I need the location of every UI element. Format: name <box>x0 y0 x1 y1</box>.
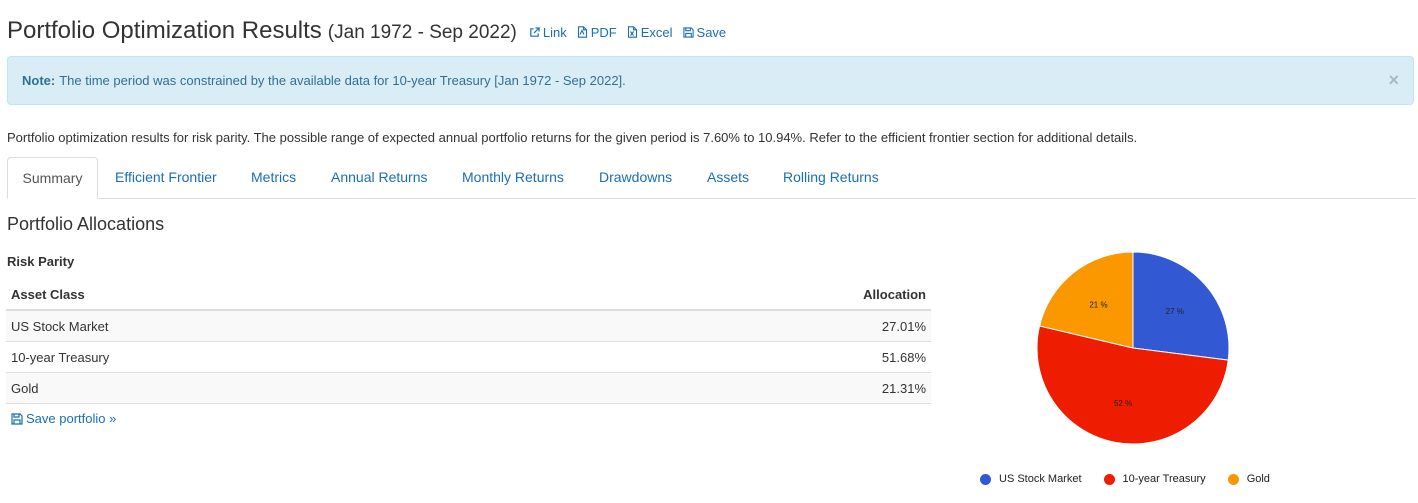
floppy-disk-icon <box>11 412 23 425</box>
pie-slice-label: 27 % <box>1166 307 1184 316</box>
tab-rolling-returns[interactable]: Rolling Returns <box>783 169 879 185</box>
tab-efficient-frontier[interactable]: Efficient Frontier <box>115 169 217 185</box>
legend-item-gold: Gold <box>1227 473 1270 485</box>
asset-name: 10-year Treasury <box>6 341 559 373</box>
portfolio-name: Risk Parity <box>7 254 75 269</box>
tab-drawdowns[interactable]: Drawdowns <box>599 169 673 185</box>
link-label: Link <box>542 25 567 40</box>
legend-item-us-stock: US Stock Market <box>980 473 1082 485</box>
pie-slice-gold[interactable] <box>1038 251 1134 349</box>
excel-file-icon <box>627 26 637 38</box>
legend-label: US Stock Market <box>999 473 1082 485</box>
tab-assets[interactable]: Assets <box>707 169 750 185</box>
pie-slice-us-stock[interactable] <box>1132 251 1230 361</box>
legend-label: Gold <box>1246 473 1270 485</box>
legend-item-treasury: 10-year Treasury <box>1103 473 1206 485</box>
info-alert: Note: The time period was constrained by… <box>7 56 1414 105</box>
save-button[interactable]: Save <box>682 25 727 40</box>
legend-dot-icon <box>980 473 991 485</box>
asset-allocation: 27.01% <box>558 309 931 342</box>
asset-allocation: 51.68% <box>558 341 931 373</box>
column-header-asset-class: Asset Class <box>6 279 559 311</box>
external-link-icon <box>530 27 540 37</box>
pie-slice-label: 52 % <box>1114 399 1132 408</box>
table-row: US Stock Market 27.01% <box>6 309 931 342</box>
pie-slice-treasury[interactable] <box>1036 325 1229 445</box>
asset-allocation: 21.31% <box>558 372 931 404</box>
allocation-pie-chart: 27 % 52 % 21 % <box>1036 251 1230 445</box>
page-title: Portfolio Optimization Results <box>7 17 322 44</box>
save-portfolio-link[interactable]: Save portfolio » <box>11 411 116 426</box>
asset-name: Gold <box>6 372 559 404</box>
legend-dot-icon <box>1103 473 1115 485</box>
page-title-range: (Jan 1972 - Sep 2022) <box>327 22 517 43</box>
column-header-allocation: Allocation <box>558 279 931 311</box>
result-tabs: Summary Efficient Frontier Metrics Annua… <box>7 157 1416 199</box>
excel-label: Excel <box>640 24 673 40</box>
table-row: 10-year Treasury 51.68% <box>6 341 931 373</box>
excel-button[interactable]: Excel <box>627 25 673 40</box>
pie-slice-label: 21 % <box>1089 300 1107 309</box>
allocation-table: Asset Class Allocation US Stock Market 2… <box>6 279 931 404</box>
asset-name: US Stock Market <box>6 309 559 342</box>
tab-monthly-returns[interactable]: Monthly Returns <box>462 169 564 185</box>
legend-label: 10-year Treasury <box>1122 473 1206 485</box>
tab-summary[interactable]: Summary <box>7 157 98 199</box>
table-header-row: Asset Class Allocation <box>6 279 931 311</box>
pdf-button[interactable]: PDF <box>577 25 617 40</box>
alert-label: Note: <box>22 73 56 88</box>
tab-annual-returns[interactable]: Annual Returns <box>331 169 428 185</box>
intro-text: Portfolio optimization results for risk … <box>7 130 1138 145</box>
close-icon[interactable]: × <box>1388 70 1399 90</box>
floppy-disk-icon <box>682 27 694 38</box>
table-row: Gold 21.31% <box>6 372 931 404</box>
legend-dot-icon <box>1227 473 1239 485</box>
page-header: Portfolio Optimization Results (Jan 1972… <box>7 17 726 45</box>
link-button[interactable]: Link <box>529 25 567 40</box>
section-title: Portfolio Allocations <box>7 214 165 234</box>
alert-text: The time period was constrained by the a… <box>59 73 626 88</box>
tab-metrics[interactable]: Metrics <box>251 169 297 185</box>
save-label: Save <box>696 25 727 40</box>
pdf-label: PDF <box>590 24 617 40</box>
chart-legend: US Stock Market 10-year Treasury Gold <box>980 473 1292 485</box>
save-portfolio-label: Save portfolio » <box>26 411 117 426</box>
pdf-file-icon <box>577 26 587 38</box>
